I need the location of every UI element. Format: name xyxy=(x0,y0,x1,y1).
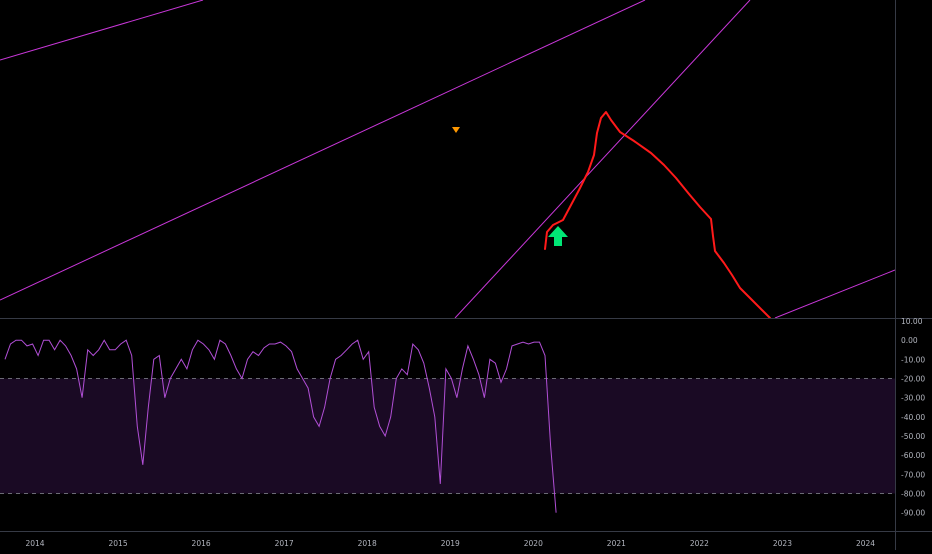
up-arrow-shape xyxy=(548,226,568,246)
channel-line xyxy=(0,0,646,301)
channel-line xyxy=(0,0,204,61)
time-tick-label: 2023 xyxy=(773,539,792,548)
time-tick-label: 2016 xyxy=(192,539,211,548)
time-tick-label: 2018 xyxy=(358,539,377,548)
oscillator-tick-label: -60.00 xyxy=(901,451,925,460)
time-tick-label: 2015 xyxy=(109,539,128,548)
marker-triangle xyxy=(452,127,460,133)
axis-layer: 3600.003400.003200.003000.002800.002600.… xyxy=(25,317,925,548)
drawings-layer xyxy=(544,111,771,318)
channel-line xyxy=(454,0,751,318)
time-tick-label: 2017 xyxy=(275,539,294,548)
time-tick-label: 2020 xyxy=(524,539,543,548)
time-tick-label: 2014 xyxy=(25,539,44,548)
oscillator-tick-label: -40.00 xyxy=(901,413,925,422)
channel-layer xyxy=(0,0,895,318)
time-tick-label: 2022 xyxy=(690,539,709,548)
oscillator-pane xyxy=(0,339,895,513)
time-tick-label: 2024 xyxy=(856,539,875,548)
oscillator-tick-label: -90.00 xyxy=(901,509,925,518)
time-tick-label: 2021 xyxy=(607,539,626,548)
oscillator-tick-label: -80.00 xyxy=(901,490,925,499)
oscillator-line xyxy=(4,339,557,513)
oscillator-tick-label: -10.00 xyxy=(901,355,925,364)
oscillator-tick-label: -70.00 xyxy=(901,470,925,479)
channel-line xyxy=(774,269,895,318)
projection-path xyxy=(544,111,771,318)
oscillator-band xyxy=(0,378,895,494)
candles-layer xyxy=(452,127,460,133)
time-tick-label: 2019 xyxy=(441,539,460,548)
oscillator-tick-label: -30.00 xyxy=(901,394,925,403)
oscillator-tick-label: -50.00 xyxy=(901,432,925,441)
up-arrow xyxy=(548,226,568,246)
oscillator-tick-label: 0.00 xyxy=(901,336,918,345)
oscillator-tick-label: 10.00 xyxy=(901,317,923,326)
oscillator-tick-label: -20.00 xyxy=(901,375,925,384)
